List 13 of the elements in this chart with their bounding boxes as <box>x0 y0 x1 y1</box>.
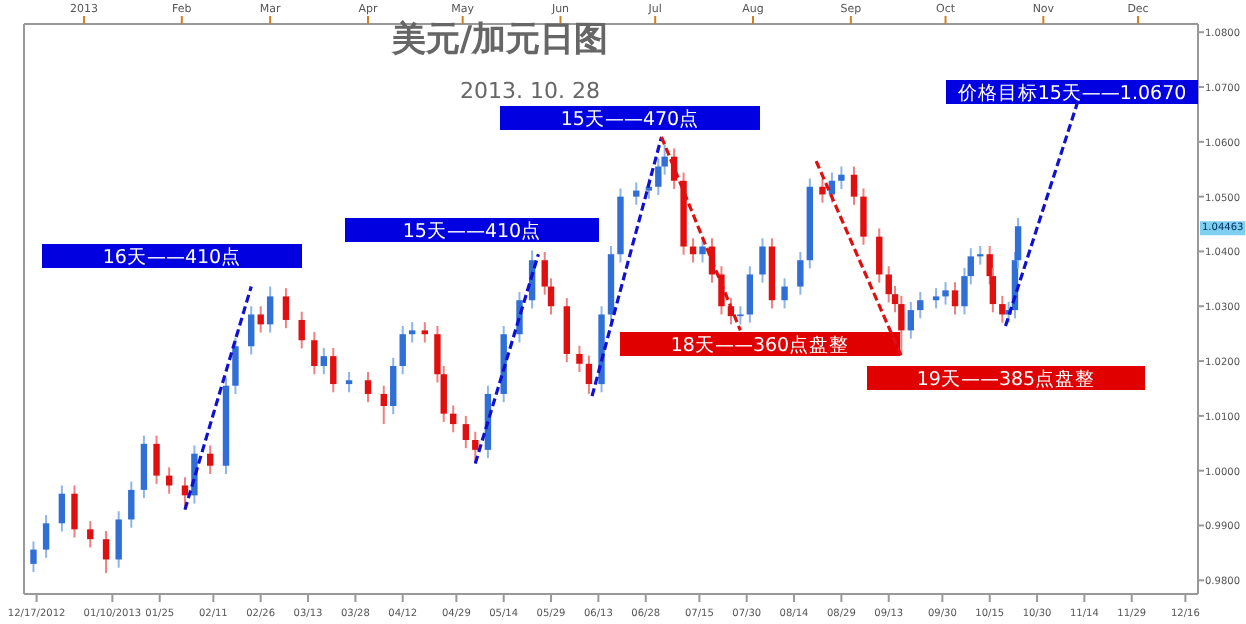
annotation: 15天——470点 <box>500 106 760 131</box>
annotation: 16天——410点 <box>102 245 242 269</box>
annotation: 19天——385点盘整 <box>916 367 1096 391</box>
annotation: 15天——470点 <box>560 107 700 131</box>
annotation: 16天——410点 <box>42 244 302 269</box>
annotation: 价格目标15天——1.0670 <box>946 80 1198 105</box>
chart-title: 美元/加元日图 <box>389 20 609 60</box>
annotation: 18天——360点盘整 <box>620 332 900 357</box>
annotation: 15天——410点 <box>345 218 599 243</box>
annotation: 18天——360点盘整 <box>670 333 850 357</box>
annotation: 15天——410点 <box>402 219 542 243</box>
text: 2013. 10. 28 <box>460 78 600 104</box>
annotation: 19天——385点盘整 <box>867 366 1145 391</box>
